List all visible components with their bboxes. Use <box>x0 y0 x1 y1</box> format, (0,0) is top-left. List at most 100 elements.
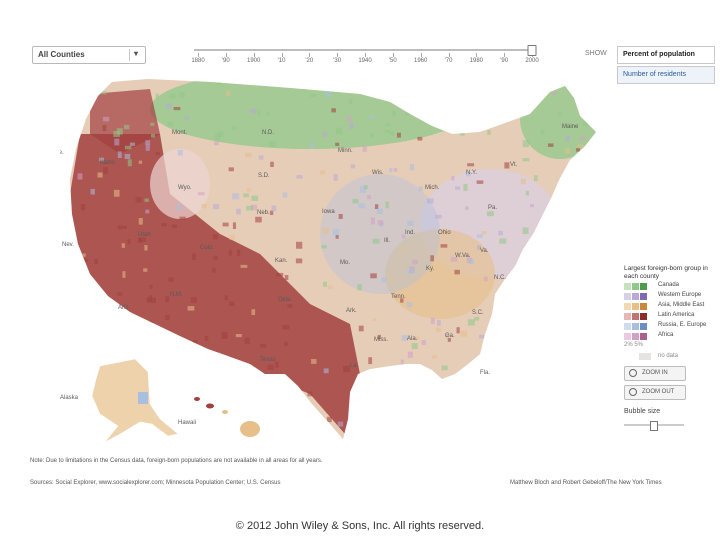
county-cell <box>435 214 442 219</box>
county-cell <box>436 319 441 326</box>
timeline-year-label[interactable]: '30 <box>333 58 342 64</box>
county-cell <box>150 297 156 304</box>
county-cell <box>127 239 131 244</box>
central-region <box>320 174 440 294</box>
county-cell <box>139 237 147 242</box>
legend-range-label: 2% 5% <box>624 342 644 348</box>
county-cell <box>94 259 99 264</box>
county-cell <box>522 140 530 148</box>
county-cell <box>571 323 575 330</box>
county-cell <box>127 159 132 167</box>
county-cell <box>204 335 209 341</box>
bubble-size-slider[interactable] <box>624 421 684 431</box>
county-cell <box>567 239 573 246</box>
county-cell <box>155 152 160 156</box>
timeline-track[interactable] <box>194 49 536 51</box>
state-label: N.M. <box>170 292 183 298</box>
county-cell <box>413 81 419 87</box>
zoom-in-label: ZOOM IN <box>642 370 668 376</box>
county-cell <box>471 430 475 434</box>
county-cell <box>123 124 130 130</box>
region-select-value: All Counties <box>38 50 85 59</box>
county-cell <box>443 407 450 412</box>
county-cell <box>225 397 232 401</box>
county-cell <box>438 393 445 400</box>
timeline-year-label[interactable]: '90 <box>221 58 230 64</box>
county-cell <box>564 148 571 154</box>
county-cell <box>251 195 259 202</box>
county-cell <box>144 198 149 202</box>
county-cell <box>70 138 76 144</box>
timeline-year-label[interactable]: 1980 <box>469 58 484 64</box>
region-select[interactable]: All Counties ▾ <box>32 46 146 64</box>
county-cell <box>228 167 234 172</box>
county-cell <box>385 122 391 127</box>
county-cell <box>172 224 177 228</box>
county-cell <box>477 409 485 415</box>
county-cell <box>528 96 536 102</box>
county-cell <box>516 387 524 395</box>
county-cell <box>121 243 125 248</box>
county-cell <box>451 176 455 181</box>
county-cell <box>81 253 86 257</box>
county-cell <box>370 217 375 225</box>
county-cell <box>466 257 472 264</box>
legend-swatch <box>632 293 639 300</box>
county-cell <box>255 216 262 223</box>
timeline-year-label[interactable]: 1960 <box>413 58 428 64</box>
county-cell <box>515 349 521 353</box>
zoom-in-button[interactable]: ZOOM IN <box>624 366 686 381</box>
state-label: Vt. <box>510 162 518 168</box>
timeline-year-label[interactable]: 1900 <box>246 58 261 64</box>
county-cell <box>466 172 471 177</box>
percent-of-population-option[interactable]: Percent of population <box>617 46 715 64</box>
state-label: Ga. <box>445 333 455 339</box>
timeline-year-label[interactable]: '10 <box>277 58 286 64</box>
state-label: Ill. <box>384 238 390 244</box>
county-cell <box>117 292 123 296</box>
county-cell <box>400 359 404 366</box>
county-cell <box>128 335 133 343</box>
county-cell <box>401 335 408 341</box>
show-label: SHOW <box>585 50 607 57</box>
county-cell <box>476 180 484 184</box>
timeline-year-label[interactable]: '20 <box>305 58 314 64</box>
county-cell <box>545 311 550 318</box>
county-cell <box>176 204 182 211</box>
county-cell <box>143 268 148 272</box>
timeline-year-label[interactable]: 1880 <box>191 58 205 64</box>
county-cell <box>547 143 554 147</box>
timeline-year-label[interactable]: 1940 <box>358 58 372 64</box>
county-cell <box>392 111 396 117</box>
foreign-born-county-map[interactable]: Mont. N.D. Minn. Maine Ore. Idaho S.D. Wis. Mich… <box>60 74 620 454</box>
legend-swatch <box>624 303 631 310</box>
timeline-year-label[interactable]: 2000 <box>525 58 539 64</box>
year-timeline-slider[interactable]: 1880 '90 1900 '10 '20 '30 1940 '50 1960 '70 1980 '9… <box>190 44 540 74</box>
county-cell <box>364 185 368 190</box>
credit-text: Matthew Bloch and Robert Gebeloff/The Ne… <box>510 480 662 486</box>
county-cell <box>71 324 78 331</box>
county-cell <box>460 117 465 124</box>
county-cell <box>459 126 465 130</box>
zoom-out-button[interactable]: ZOOM OUT <box>624 385 686 400</box>
county-cell <box>326 416 332 423</box>
timeline-thumb[interactable] <box>527 45 537 56</box>
county-cell <box>577 144 584 148</box>
timeline-year-label[interactable]: '50 <box>388 58 397 64</box>
timeline-year-label[interactable]: '70 <box>444 58 453 64</box>
county-cell <box>522 158 530 162</box>
county-cell <box>192 253 196 260</box>
county-cell <box>348 98 353 104</box>
county-cell <box>295 258 303 264</box>
county-cell <box>244 337 250 344</box>
county-cell <box>232 222 237 230</box>
county-cell <box>87 339 92 344</box>
county-cell <box>390 276 395 280</box>
county-cell <box>440 394 446 398</box>
bubble-slider-thumb[interactable] <box>650 421 658 431</box>
number-of-residents-option[interactable]: Number of residents <box>617 66 715 84</box>
timeline-year-label[interactable]: '90 <box>500 58 509 64</box>
timeline-tick <box>309 53 311 57</box>
county-cell <box>173 107 181 111</box>
county-cell <box>218 387 224 392</box>
